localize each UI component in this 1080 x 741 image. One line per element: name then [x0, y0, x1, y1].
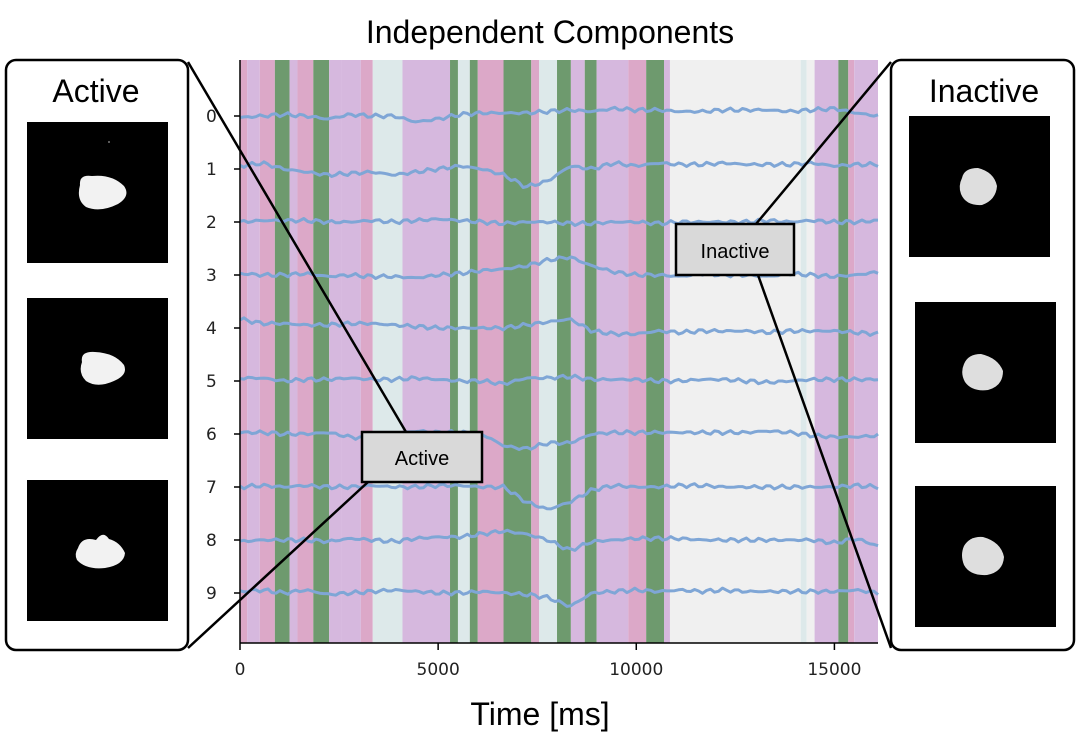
state-band-lavender: [854, 60, 878, 643]
state-band-lightblue: [800, 60, 807, 643]
state-band-pink: [297, 60, 314, 643]
y-tick-label: 4: [206, 319, 217, 339]
state-bands: [240, 60, 878, 643]
inactive-frame-1: [909, 116, 1050, 257]
active-frame-3: [27, 480, 168, 621]
y-tick-label: 5: [206, 372, 217, 392]
active-callout-line-bottom: [187, 481, 369, 649]
y-tick-label: 8: [206, 531, 217, 551]
y-tick-label: 0: [206, 107, 217, 127]
state-band-pink: [628, 60, 647, 643]
state-band-green: [557, 60, 571, 643]
inactive-frame-2: [915, 302, 1056, 443]
y-tick-label: 7: [206, 478, 217, 498]
component-trace-2: [239, 217, 878, 227]
state-band-green: [274, 60, 290, 643]
state-band-green: [646, 60, 665, 643]
component-trace-1: [239, 160, 879, 189]
x-ticks: 0 5000 10000 15000: [235, 643, 861, 680]
state-band-lavender: [402, 60, 451, 643]
y-tick-label: 1: [206, 160, 217, 180]
state-band-lavender: [570, 60, 585, 643]
active-callout: Active: [360, 430, 484, 484]
state-band-lavender: [664, 60, 670, 643]
state-band-lavender: [341, 60, 361, 643]
y-tick-label: 9: [206, 584, 217, 604]
active-panel-title: Active: [52, 73, 139, 109]
x-tick-label: 10000: [609, 660, 663, 680]
state-band-pink: [259, 60, 275, 643]
component-trace-4: [239, 316, 879, 338]
inactive-callout-label: Inactive: [701, 241, 770, 263]
state-band-pink: [848, 60, 855, 643]
state-band-lavender: [289, 60, 298, 643]
state-band-pink: [360, 60, 373, 643]
state-band-green: [503, 60, 532, 643]
state-band-lavender: [329, 60, 342, 643]
active-callout-line-top: [186, 61, 408, 433]
component-trace-5: [239, 373, 879, 386]
state-band-lightgray: [806, 60, 815, 643]
inactive-callout-line-top: [755, 61, 892, 225]
state-band-pink: [531, 60, 540, 643]
x-tick-label: 0: [235, 660, 246, 680]
x-axis-label: Time [ms]: [470, 696, 609, 732]
state-band-lightblue: [457, 60, 470, 643]
state-band-green: [313, 60, 330, 643]
inactive-callout: Inactive: [674, 222, 796, 277]
state-band-green: [469, 60, 478, 643]
state-band-green: [838, 60, 849, 643]
active-callout-label: Active: [395, 448, 449, 470]
inactive-panel-title: Inactive: [929, 73, 1039, 109]
component-trace-8: [239, 528, 879, 552]
component-traces: [239, 105, 879, 608]
callout-lines: [186, 61, 893, 649]
state-band-lightgray: [669, 60, 801, 643]
component-trace-9: [239, 586, 879, 608]
active-frame-2: [27, 298, 168, 439]
state-band-lavender: [814, 60, 839, 643]
state-band-lavender: [596, 60, 629, 643]
inactive-callout-line-bottom: [756, 274, 893, 649]
active-frame-1: [27, 122, 168, 263]
state-band-pink: [240, 60, 248, 643]
state-band-lightblue: [539, 60, 558, 643]
y-ticks: 0 1 2 3 4 5 6 7 8 9: [206, 107, 240, 604]
chart-title: Independent Components: [366, 14, 734, 50]
y-tick-label: 6: [206, 425, 217, 445]
state-band-green: [584, 60, 597, 643]
x-tick-label: 5000: [417, 660, 460, 680]
state-band-lavender: [247, 60, 260, 643]
component-trace-6: [239, 429, 879, 451]
x-tick-label: 15000: [807, 660, 861, 680]
state-band-pink: [477, 60, 504, 643]
state-band-green: [450, 60, 458, 643]
component-trace-7: [239, 482, 879, 511]
y-tick-label: 2: [206, 213, 217, 233]
inactive-frame-3: [915, 486, 1056, 627]
y-tick-label: 3: [206, 266, 217, 286]
component-trace-0: [239, 105, 879, 124]
state-band-lightblue: [372, 60, 403, 643]
